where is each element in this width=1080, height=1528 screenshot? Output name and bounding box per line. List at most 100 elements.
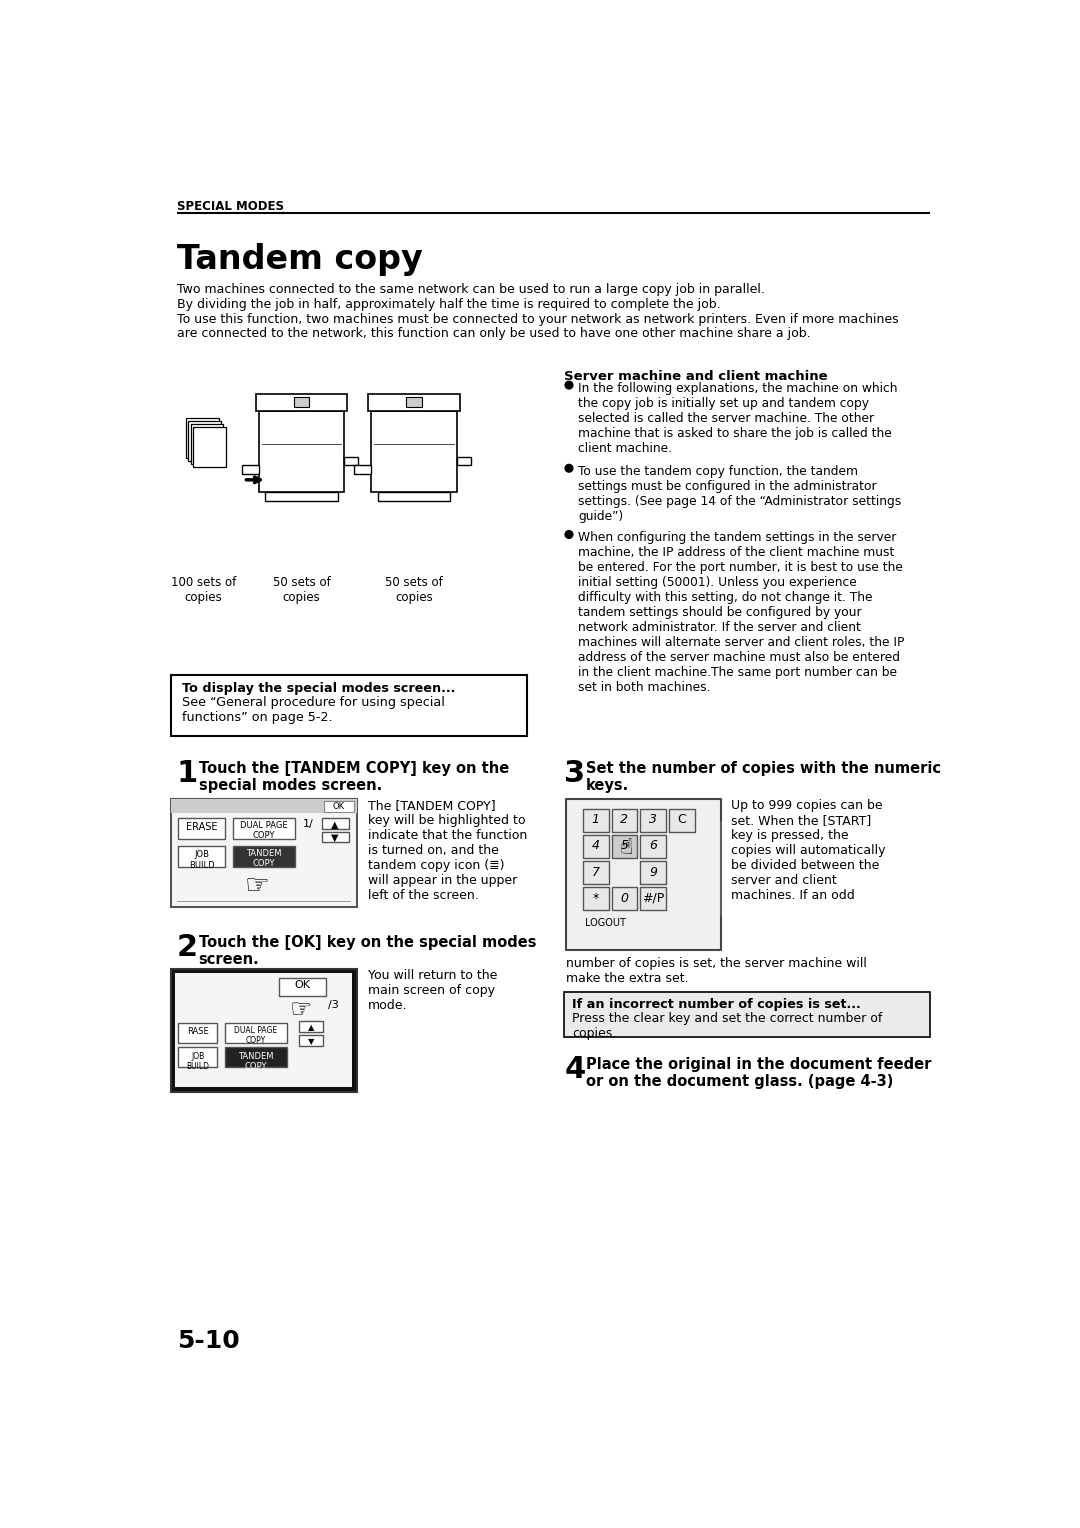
Bar bbox=[171, 969, 356, 1093]
Text: 4: 4 bbox=[565, 1054, 585, 1083]
Text: 50 sets of
copies: 50 sets of copies bbox=[386, 576, 443, 604]
Text: ▲: ▲ bbox=[332, 819, 339, 830]
Text: Up to 999 copies can be
set. When the [START]
key is pressed, the
copies will au: Up to 999 copies can be set. When the [S… bbox=[731, 799, 886, 903]
Text: Press the clear key and set the correct number of
copies.: Press the clear key and set the correct … bbox=[572, 1012, 882, 1041]
Bar bbox=[640, 860, 666, 885]
Bar bbox=[232, 817, 295, 839]
Bar bbox=[171, 799, 356, 908]
Circle shape bbox=[565, 530, 572, 538]
Text: When configuring the tandem settings in the server
machine, the IP address of th: When configuring the tandem settings in … bbox=[578, 532, 905, 694]
Text: 5-10: 5-10 bbox=[177, 1329, 240, 1354]
Bar bbox=[669, 808, 694, 831]
Text: In the following explanations, the machine on which
the copy job is initially se: In the following explanations, the machi… bbox=[578, 382, 897, 455]
Bar bbox=[259, 411, 345, 492]
Text: ERASE: ERASE bbox=[186, 822, 217, 833]
Bar bbox=[225, 1047, 287, 1068]
Bar bbox=[178, 845, 225, 866]
Text: OK: OK bbox=[295, 981, 310, 990]
Bar bbox=[583, 860, 608, 885]
Text: Touch the [OK] key on the special modes
screen.: Touch the [OK] key on the special modes … bbox=[199, 935, 536, 967]
Bar bbox=[242, 465, 259, 474]
Circle shape bbox=[565, 465, 572, 472]
Bar bbox=[298, 1021, 323, 1031]
Bar bbox=[640, 808, 666, 831]
Bar bbox=[457, 457, 471, 465]
Text: *: * bbox=[593, 892, 599, 905]
Bar bbox=[368, 394, 460, 411]
Text: number of copies is set, the server machine will
make the extra set.: number of copies is set, the server mach… bbox=[566, 957, 867, 986]
Text: 4: 4 bbox=[592, 839, 599, 853]
Bar bbox=[406, 397, 422, 406]
Bar bbox=[266, 492, 338, 501]
Text: 2: 2 bbox=[177, 934, 198, 963]
Text: ▲: ▲ bbox=[308, 1022, 314, 1031]
Bar bbox=[232, 845, 295, 866]
Text: 2: 2 bbox=[620, 813, 629, 827]
Bar bbox=[294, 397, 309, 406]
Bar bbox=[298, 1034, 323, 1045]
Text: By dividing the job in half, approximately half the time is required to complete: By dividing the job in half, approximate… bbox=[177, 298, 720, 312]
Text: LOGOUT: LOGOUT bbox=[584, 918, 625, 927]
Text: Tandem copy: Tandem copy bbox=[177, 243, 422, 277]
Text: C: C bbox=[677, 813, 686, 827]
Text: are connected to the network, this function can only be used to have one other m: are connected to the network, this funct… bbox=[177, 327, 810, 341]
Bar bbox=[322, 817, 349, 828]
Text: ☝: ☝ bbox=[619, 837, 633, 857]
Bar bbox=[178, 1047, 217, 1068]
Text: DUAL PAGE
COPY: DUAL PAGE COPY bbox=[240, 821, 287, 840]
Text: 7: 7 bbox=[592, 865, 599, 879]
Text: To use this function, two machines must be connected to your network as network : To use this function, two machines must … bbox=[177, 313, 899, 325]
Text: 1: 1 bbox=[592, 813, 599, 827]
Text: See “General procedure for using special
functions” on page 5-2.: See “General procedure for using special… bbox=[181, 697, 444, 724]
Bar bbox=[178, 817, 225, 839]
Bar bbox=[566, 799, 721, 949]
Bar bbox=[372, 411, 457, 492]
Bar bbox=[583, 888, 608, 911]
Bar bbox=[256, 394, 348, 411]
Text: To display the special modes screen...: To display the special modes screen... bbox=[181, 683, 455, 695]
Text: ☞: ☞ bbox=[289, 998, 312, 1022]
Text: JOB
BUILD: JOB BUILD bbox=[189, 850, 215, 869]
Bar bbox=[345, 457, 359, 465]
Bar bbox=[378, 492, 450, 501]
Bar bbox=[322, 831, 349, 842]
Bar bbox=[171, 675, 527, 736]
Text: ▼: ▼ bbox=[332, 833, 339, 843]
Text: TANDEM
COPY: TANDEM COPY bbox=[239, 1051, 273, 1071]
Text: 0: 0 bbox=[620, 892, 629, 905]
Bar bbox=[611, 834, 637, 857]
Bar bbox=[225, 1022, 287, 1042]
Text: 1/: 1/ bbox=[302, 819, 313, 830]
Text: ▼: ▼ bbox=[308, 1036, 314, 1045]
Text: OK: OK bbox=[333, 802, 345, 811]
Bar bbox=[583, 808, 608, 831]
Text: 100 sets of
copies: 100 sets of copies bbox=[171, 576, 235, 604]
Text: 9: 9 bbox=[649, 865, 657, 879]
Text: To use the tandem copy function, the tandem
settings must be configured in the a: To use the tandem copy function, the tan… bbox=[578, 465, 902, 523]
Text: DUAL PAGE
COPY: DUAL PAGE COPY bbox=[234, 1025, 278, 1045]
Text: Set the number of copies with the numeric
keys.: Set the number of copies with the numeri… bbox=[586, 761, 941, 793]
Text: 5: 5 bbox=[620, 839, 629, 853]
Bar bbox=[279, 978, 326, 996]
Bar bbox=[640, 834, 666, 857]
Bar bbox=[583, 834, 608, 857]
Bar bbox=[178, 1022, 217, 1042]
Text: 3: 3 bbox=[649, 813, 657, 827]
Text: 50 sets of
copies: 50 sets of copies bbox=[273, 576, 330, 604]
Text: Server machine and client machine: Server machine and client machine bbox=[565, 370, 828, 382]
Text: /3: /3 bbox=[328, 999, 339, 1010]
Text: You will return to the
main screen of copy
mode.: You will return to the main screen of co… bbox=[367, 969, 497, 1012]
Text: The [TANDEM COPY]
key will be highlighted to
indicate that the function
is turne: The [TANDEM COPY] key will be highlighte… bbox=[367, 799, 527, 903]
Bar bbox=[640, 888, 666, 911]
Text: 1: 1 bbox=[177, 759, 198, 788]
Text: #/P: #/P bbox=[642, 892, 664, 905]
Text: JOB
BUILD: JOB BUILD bbox=[186, 1051, 210, 1071]
Text: If an incorrect number of copies is set...: If an incorrect number of copies is set.… bbox=[572, 998, 861, 1012]
Bar bbox=[171, 799, 356, 813]
Text: Touch the [TANDEM COPY] key on the
special modes screen.: Touch the [TANDEM COPY] key on the speci… bbox=[199, 761, 509, 793]
Bar bbox=[611, 888, 637, 911]
Bar bbox=[565, 992, 930, 1036]
Text: Place the original in the document feeder
or on the document glass. (page 4-3): Place the original in the document feede… bbox=[586, 1056, 931, 1089]
Bar bbox=[193, 428, 226, 468]
Bar bbox=[191, 425, 224, 465]
